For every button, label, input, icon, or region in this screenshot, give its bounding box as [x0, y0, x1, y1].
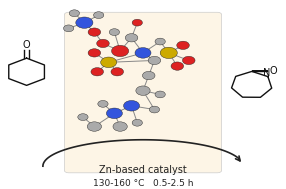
Circle shape — [88, 28, 101, 36]
Circle shape — [177, 41, 189, 50]
Text: O: O — [270, 66, 277, 76]
Circle shape — [94, 12, 104, 19]
Circle shape — [97, 39, 109, 48]
Circle shape — [98, 101, 108, 107]
Circle shape — [76, 17, 93, 28]
Circle shape — [101, 57, 117, 68]
Circle shape — [91, 68, 104, 76]
Circle shape — [148, 56, 161, 65]
Text: 130-160 °C   0.5-2.5 h: 130-160 °C 0.5-2.5 h — [93, 179, 193, 188]
Circle shape — [124, 101, 140, 111]
Circle shape — [182, 56, 195, 65]
Circle shape — [155, 38, 165, 45]
Circle shape — [135, 48, 151, 58]
Circle shape — [106, 108, 122, 119]
Circle shape — [132, 119, 142, 126]
Text: N: N — [263, 68, 270, 78]
Circle shape — [113, 122, 127, 131]
Circle shape — [112, 45, 129, 57]
FancyBboxPatch shape — [64, 12, 222, 173]
Circle shape — [109, 29, 120, 36]
Text: Zn-based catalyst: Zn-based catalyst — [99, 165, 187, 175]
Circle shape — [136, 86, 150, 95]
Circle shape — [125, 34, 138, 42]
Circle shape — [63, 25, 74, 32]
Circle shape — [111, 68, 124, 76]
Circle shape — [142, 71, 155, 80]
Circle shape — [160, 47, 177, 59]
Circle shape — [88, 49, 101, 57]
Circle shape — [149, 106, 160, 113]
Circle shape — [87, 122, 102, 131]
Circle shape — [78, 114, 88, 121]
Circle shape — [132, 19, 142, 26]
Circle shape — [155, 91, 165, 98]
Circle shape — [171, 62, 184, 70]
Circle shape — [69, 10, 80, 17]
Text: O: O — [23, 40, 30, 50]
